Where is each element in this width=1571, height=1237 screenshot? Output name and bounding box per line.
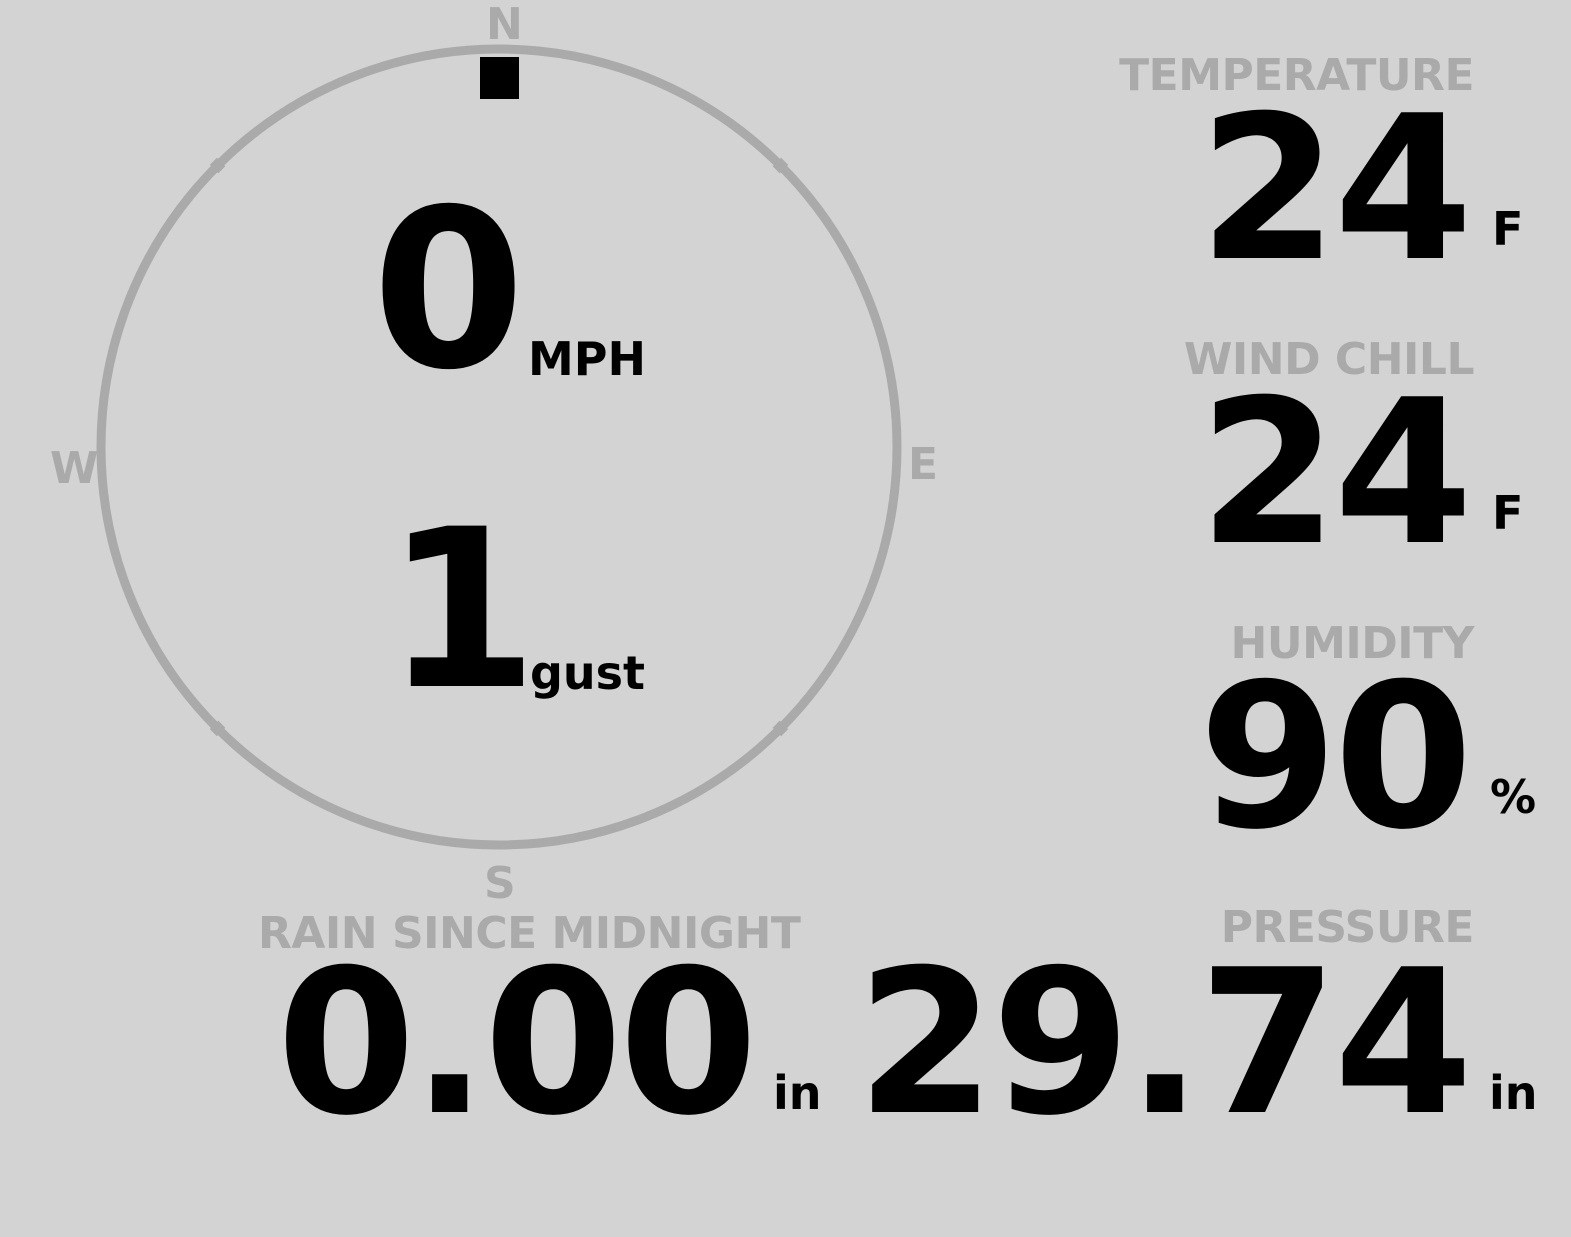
wind-gust-value: 1 <box>385 482 538 738</box>
humidity-value: 90 <box>1198 641 1473 874</box>
temperature-value: 24 <box>1198 73 1473 306</box>
wind-chill-unit: F <box>1492 486 1524 540</box>
compass-south-label: S <box>484 858 516 909</box>
compass-tick <box>772 720 789 737</box>
compass-west-label: W <box>50 443 99 494</box>
compass-ring <box>96 44 902 850</box>
pressure-label: PRESSURE <box>1220 902 1475 953</box>
wind-speed-value: 0 <box>372 162 525 418</box>
compass-east-label: E <box>908 439 939 490</box>
humidity-unit: % <box>1490 770 1537 824</box>
compass-tick <box>772 157 789 174</box>
humidity-label: HUMIDITY <box>1230 618 1475 669</box>
compass-tick <box>209 157 226 174</box>
rain-unit: in <box>773 1066 822 1120</box>
temperature-unit: F <box>1492 202 1524 256</box>
compass-north-label: N <box>486 0 523 50</box>
compass-tick <box>209 720 226 737</box>
wind-chill-value: 24 <box>1198 357 1473 590</box>
rain-value: 0.00 <box>276 927 758 1160</box>
pressure-value: 29.74 <box>856 927 1473 1160</box>
rain-label: RAIN SINCE MIDNIGHT <box>258 908 801 959</box>
wind-chill-label: WIND CHILL <box>1183 334 1475 385</box>
wind-speed-unit: MPH <box>528 332 646 386</box>
temperature-label: TEMPERATURE <box>1119 50 1474 101</box>
pressure-unit: in <box>1489 1066 1538 1120</box>
wind-compass <box>96 44 902 850</box>
wind-gust-unit: gust <box>530 646 646 700</box>
wind-direction-indicator <box>480 57 519 99</box>
